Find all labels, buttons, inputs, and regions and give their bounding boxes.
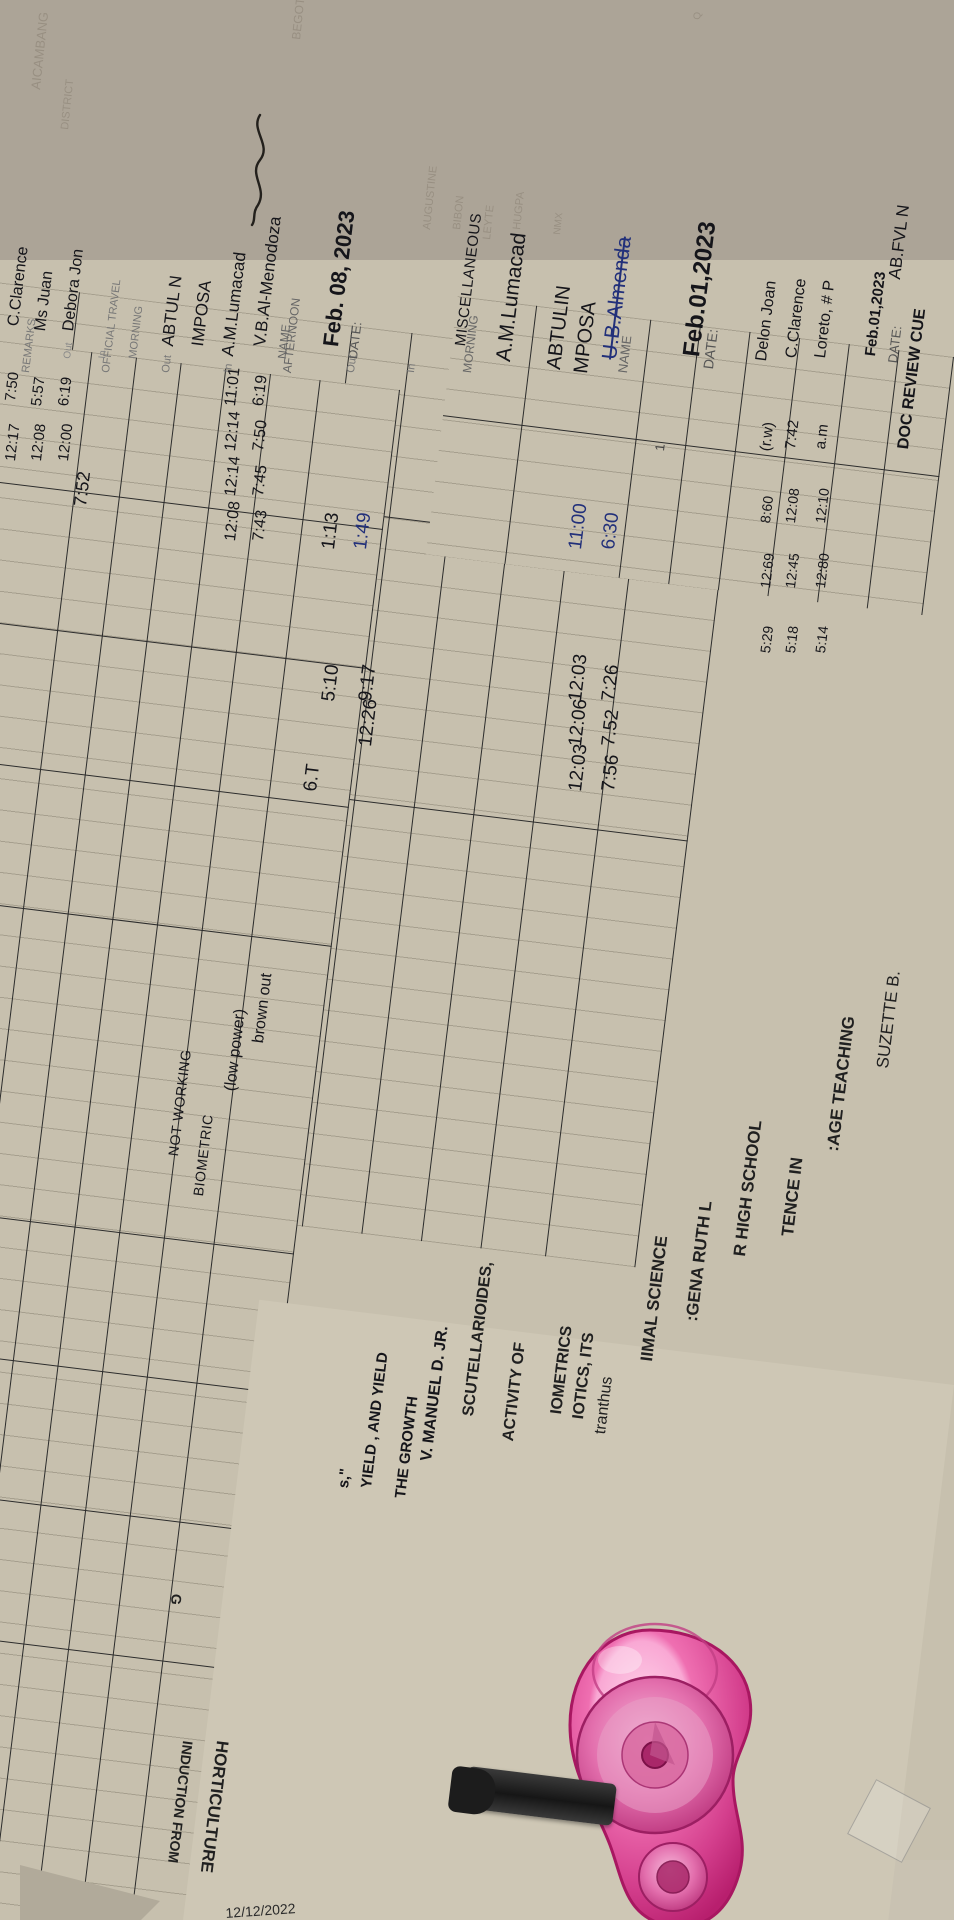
svg-text:Q: Q bbox=[692, 11, 704, 20]
svg-text:DISTRICT: DISTRICT bbox=[59, 78, 76, 130]
svg-text:BIBON: BIBON bbox=[451, 195, 467, 230]
svg-text:AUGUSTINE: AUGUSTINE bbox=[421, 165, 440, 230]
svg-text:BEGOT: BEGOT bbox=[289, 0, 307, 40]
svg-text:AICAMBANG: AICAMBANG bbox=[28, 11, 51, 90]
svg-text:HUGPA: HUGPA bbox=[511, 190, 527, 230]
svg-text:NMX: NMX bbox=[552, 212, 565, 236]
